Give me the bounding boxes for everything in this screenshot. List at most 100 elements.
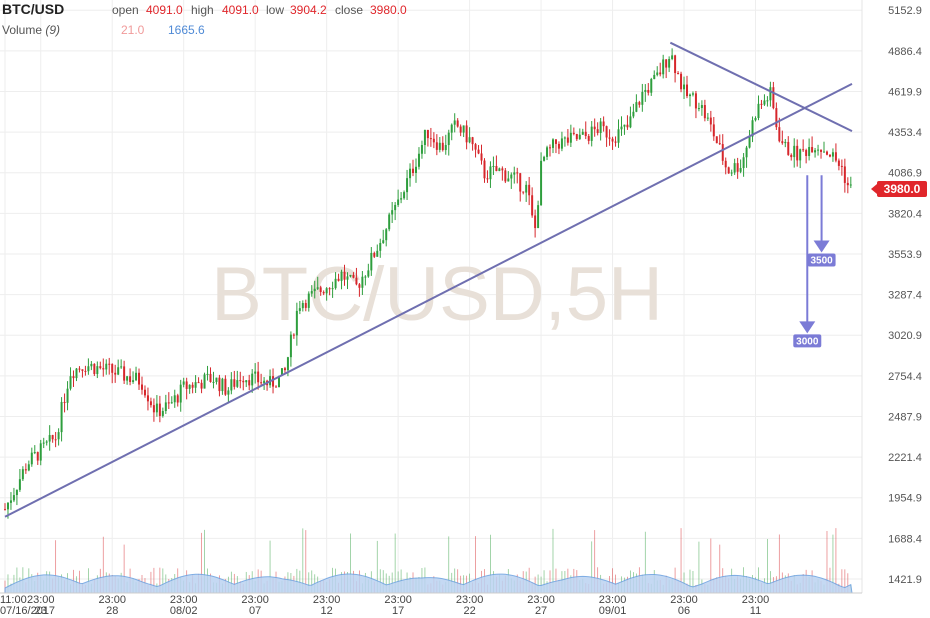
candle-body	[495, 166, 498, 172]
candle-body	[129, 376, 132, 382]
candle-body	[179, 384, 182, 403]
candle-body	[87, 366, 90, 372]
y-tick-label: 2487.9	[888, 411, 922, 423]
candle-body	[126, 376, 129, 381]
candle-body	[718, 143, 721, 145]
candle-body	[218, 377, 221, 392]
candle-body	[700, 105, 703, 109]
volume-panel	[4, 528, 853, 594]
x-tick-date: 28	[106, 605, 118, 617]
candle-body	[36, 452, 39, 461]
candle-body	[590, 126, 593, 141]
candle-body	[358, 284, 361, 288]
y-tick-label: 3820.4	[888, 208, 922, 220]
candle-body	[793, 145, 796, 158]
y-tick-label: 3287.4	[888, 290, 922, 302]
candle-body	[349, 274, 352, 277]
candle-body	[784, 141, 787, 144]
candle-body	[662, 59, 665, 75]
candle-body	[138, 372, 141, 385]
candle-body	[33, 452, 36, 454]
candle-body	[715, 136, 718, 144]
candle-body	[313, 288, 316, 292]
candle-body	[569, 132, 572, 143]
candle-body	[444, 145, 447, 151]
candle-body	[691, 93, 694, 95]
close-label: close	[335, 3, 364, 17]
candle-body	[135, 372, 138, 381]
candle-body	[105, 363, 108, 370]
candle-body	[423, 129, 426, 146]
candle-body	[733, 163, 736, 173]
candle-body	[194, 382, 197, 388]
candle-body	[459, 126, 462, 133]
candle-body	[132, 380, 135, 382]
candle-body	[745, 147, 748, 158]
candle-body	[802, 149, 805, 151]
candle-body	[173, 395, 176, 403]
candle-body	[155, 403, 158, 413]
candle-body	[325, 288, 328, 294]
candle-body	[60, 401, 63, 433]
candle-body	[617, 129, 620, 143]
candle-body	[683, 84, 686, 90]
trendlines[interactable]	[4, 41, 853, 518]
candle-body	[227, 390, 230, 395]
candle-body	[799, 149, 802, 161]
candle-body	[727, 167, 730, 174]
candlestick-series[interactable]	[4, 48, 852, 519]
candle-body	[587, 136, 590, 141]
candle-body	[522, 191, 525, 193]
candle-body	[760, 103, 763, 105]
candle-body	[170, 402, 173, 404]
candle-body	[215, 377, 218, 382]
candle-body	[346, 276, 349, 280]
candle-body	[441, 142, 444, 151]
candle-body	[712, 124, 715, 137]
x-tick-time: 23:00	[170, 594, 198, 606]
candle-body	[322, 291, 325, 294]
x-tick-time: 23:00	[742, 594, 770, 606]
candle-body	[843, 166, 846, 183]
candle-body	[30, 452, 33, 465]
candle-body	[724, 160, 727, 168]
candle-body	[283, 368, 286, 371]
candle-body	[304, 303, 307, 308]
candle-body	[245, 380, 248, 383]
candle-body	[51, 435, 54, 440]
candle-body	[721, 144, 724, 161]
candle-body	[551, 139, 554, 148]
candle-body	[185, 381, 188, 389]
candle-body	[453, 120, 456, 125]
y-tick-label: 2754.4	[888, 371, 922, 383]
candle-body	[426, 129, 429, 139]
candle-body	[84, 370, 87, 372]
target-arrows[interactable]: 3500 3000	[793, 175, 836, 348]
trendline	[4, 82, 853, 518]
candle-body	[420, 145, 423, 154]
candle-body	[111, 364, 114, 373]
candle-body	[230, 379, 233, 391]
candle-body	[593, 126, 596, 130]
candle-body	[152, 405, 155, 413]
candle-body	[78, 368, 81, 370]
candle-body	[825, 151, 828, 155]
candle-body	[554, 139, 557, 144]
open-value: 4091.0	[146, 3, 183, 17]
x-tick-time: 23:00	[670, 594, 698, 606]
candle-body	[563, 137, 566, 139]
candle-body	[629, 116, 632, 128]
candle-body	[528, 184, 531, 196]
candle-body	[543, 156, 546, 161]
y-tick-label: 3553.9	[888, 249, 922, 261]
candle-body	[486, 178, 489, 180]
candle-body	[123, 366, 126, 381]
candle-body	[599, 121, 602, 134]
x-tick-date: 07/16/2017	[0, 605, 55, 617]
candle-body	[9, 500, 12, 503]
candle-body	[364, 276, 367, 278]
candle-body	[24, 469, 27, 471]
candle-body	[12, 495, 15, 501]
candle-body	[289, 334, 292, 358]
